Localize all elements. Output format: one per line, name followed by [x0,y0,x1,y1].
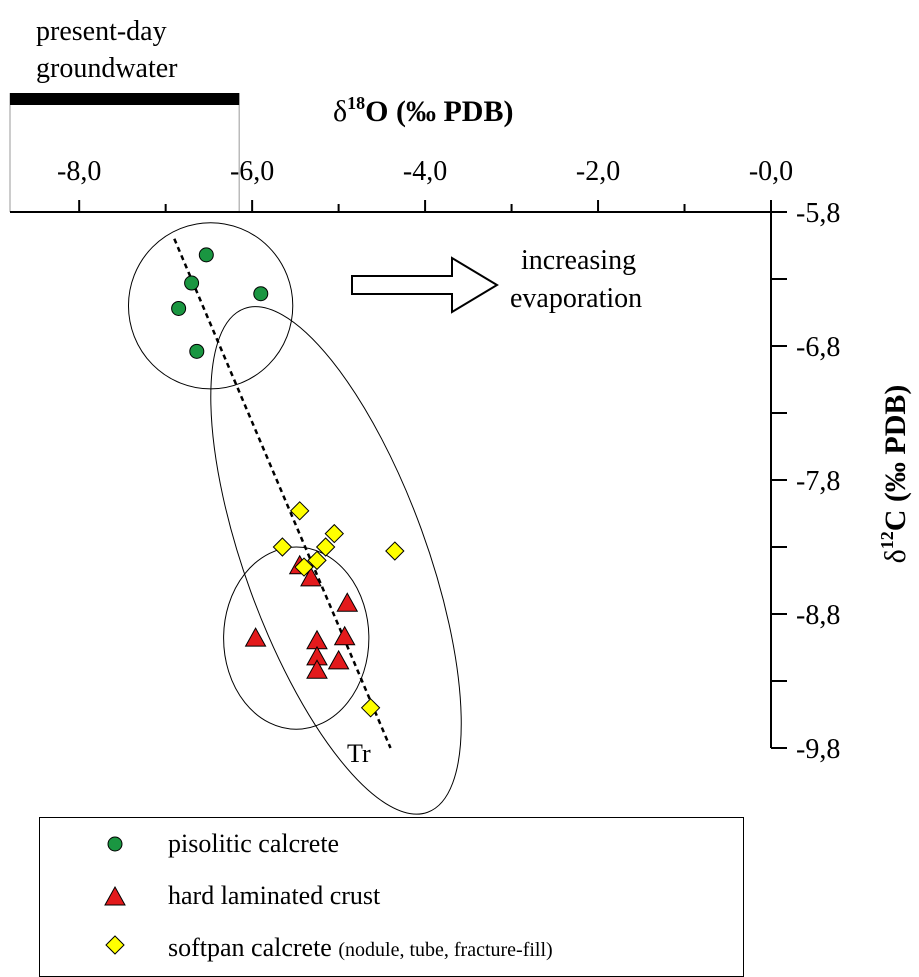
x-tick-label-1: -6,0 [230,156,274,187]
diamond-marker-icon [105,935,125,955]
x-tick-label-3: -2,0 [576,156,620,187]
x-tick-label-0: -8,0 [57,156,101,187]
y-axis-title-prefix: δ [879,549,912,563]
point-pisolitic-calcrete-3 [253,286,269,302]
y-axis-title-rest: C (‰ PDB) [879,385,912,532]
x-axis-title-prefix: δ [333,95,347,128]
point-hard-laminated-crust-2 [336,592,359,612]
y-tick-label-4: -9,8 [796,734,840,765]
groundwater-bar [10,93,240,105]
x-axis-ticks: -8,0 -6,0 -4,0 -2,0 -0,0 [57,156,793,212]
legend: pisolitic calcrete hard laminated crust … [39,817,744,977]
legend-label-hard-crust: hard laminated crust [168,881,381,910]
point-softpan-calcrete-0 [289,501,310,521]
triangle-marker-icon [104,885,126,906]
legend-label-pisolitic: pisolitic calcrete [168,829,340,858]
legend-label-softpan-suffix: (nodule, tube, fracture-fill) [338,939,553,961]
y-axis-title-sup: 12 [877,531,897,549]
point-softpan-calcrete-6 [385,541,405,561]
groundwater-label-line1: present-day [36,16,167,47]
x-axis-title: δ18O (‰ PDB) [333,93,513,128]
trend-line [173,238,392,749]
legend-label-softpan: softpan calcrete (nodule, tube, fracture… [168,933,553,963]
point-hard-laminated-crust-7 [327,649,350,670]
point-hard-laminated-crust-5 [333,625,356,646]
point-softpan-calcrete-4 [307,550,327,571]
evaporation-arrow-icon [351,256,499,314]
y-tick-label-0: -5,8 [796,198,840,229]
ellipse-hard-laminated-crust [223,546,370,730]
y-axis-ticks: -5,8 -6,8 -7,8 -8,8 -9,8 [771,198,840,765]
x-axis-title-rest: O (‰ PDB) [365,95,513,128]
point-pisolitic-calcrete-1 [184,275,200,291]
arrow-label-line1: increasing [521,245,636,276]
point-softpan-calcrete-2 [324,523,344,544]
circle-marker-icon [107,836,123,852]
groundwater-range [9,93,240,212]
point-softpan-calcrete-5 [294,557,314,577]
legend-label-softpan-main: softpan calcrete [168,933,332,962]
point-pisolitic-calcrete-0 [198,247,214,263]
point-softpan-calcrete-7 [360,698,381,718]
point-hard-laminated-crust-1 [300,566,322,587]
group-ellipses [127,222,462,815]
trend-label: Tr [347,739,371,768]
groundwater-label-line2: groundwater [36,53,178,84]
point-hard-laminated-crust-3 [244,627,267,647]
point-pisolitic-calcrete-2 [171,300,187,316]
point-hard-laminated-crust-8 [306,659,328,679]
ellipse-softpan-calcrete [210,306,462,815]
x-tick-label-2: -4,0 [403,156,447,187]
point-softpan-calcrete-1 [272,537,293,557]
point-pisolitic-calcrete-4 [189,343,205,359]
arrow-label-line2: evaporation [510,283,642,314]
y-axis-title: δ12C (‰ PDB) [877,385,912,564]
ellipse-pisolitic-calcrete [127,222,294,390]
scatter-chart: present-day groundwater δ18O (‰ PDB) -8,… [9,16,912,815]
y-tick-label-1: -6,8 [796,332,840,363]
y-tick-label-3: -8,8 [796,600,840,631]
data-points [171,247,405,718]
y-tick-label-2: -7,8 [796,466,840,497]
x-axis-title-sup: 18 [347,93,365,113]
point-softpan-calcrete-3 [315,537,336,557]
x-tick-label-4: -0,0 [749,156,793,187]
